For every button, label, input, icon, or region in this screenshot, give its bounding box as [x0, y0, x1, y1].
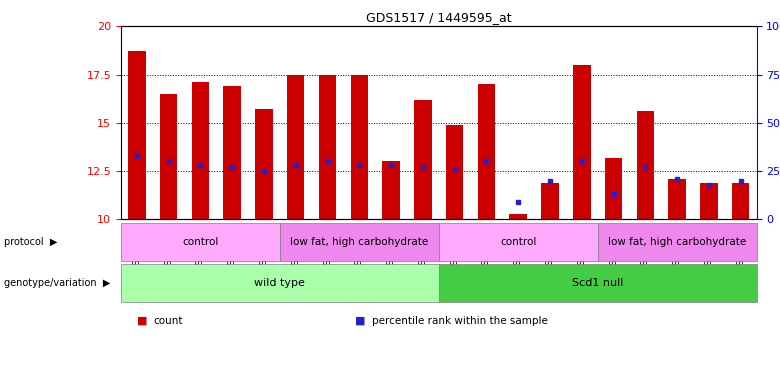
Bar	[255, 109, 273, 219]
Bar	[438, 264, 757, 302]
Bar	[477, 84, 495, 219]
Text: count: count	[154, 316, 183, 326]
Text: low fat, high carbohydrate: low fat, high carbohydrate	[290, 237, 428, 247]
Text: Scd1 null: Scd1 null	[572, 278, 623, 288]
Bar	[541, 183, 558, 219]
Bar	[287, 75, 304, 219]
Bar	[160, 94, 177, 219]
Bar	[319, 75, 336, 219]
Title: GDS1517 / 1449595_at: GDS1517 / 1449595_at	[366, 11, 512, 24]
Bar	[700, 183, 718, 219]
Text: control: control	[500, 237, 537, 247]
Bar	[732, 183, 750, 219]
Bar	[280, 223, 439, 261]
Text: genotype/variation  ▶: genotype/variation ▶	[4, 278, 110, 288]
Text: percentile rank within the sample: percentile rank within the sample	[372, 316, 548, 326]
Bar	[414, 100, 431, 219]
Text: ■: ■	[355, 316, 365, 326]
Bar	[597, 223, 757, 261]
Bar	[350, 75, 368, 219]
Bar	[573, 65, 590, 219]
Text: protocol  ▶: protocol ▶	[4, 237, 57, 247]
Bar	[382, 161, 400, 219]
Bar	[121, 223, 280, 261]
Text: wild type: wild type	[254, 278, 305, 288]
Bar	[509, 214, 527, 219]
Text: ■: ■	[136, 316, 147, 326]
Bar	[604, 158, 622, 219]
Text: control: control	[183, 237, 218, 247]
Bar	[121, 264, 438, 302]
Text: low fat, high carbohydrate: low fat, high carbohydrate	[608, 237, 746, 247]
Bar	[636, 111, 654, 219]
Bar	[192, 82, 209, 219]
Bar	[668, 179, 686, 219]
Bar	[446, 125, 463, 219]
Bar	[128, 51, 146, 219]
Bar	[223, 86, 241, 219]
Bar	[438, 223, 597, 261]
